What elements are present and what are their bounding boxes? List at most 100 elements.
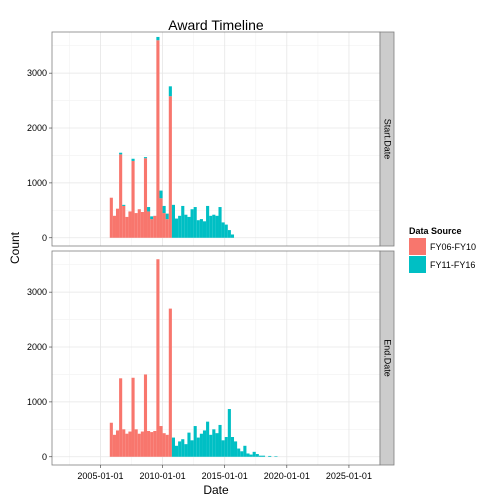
histogram-bar [237,448,241,457]
histogram-bar [165,219,169,238]
histogram-bar [156,259,160,457]
histogram-bar [181,439,185,457]
histogram-bar [215,215,219,238]
histogram-bar [162,213,166,238]
histogram-bar [125,216,129,238]
histogram-bar [184,214,188,238]
histogram-bar [109,422,113,457]
histogram-bar [178,441,182,457]
histogram-bar [209,434,213,457]
facet-strip-label: End.Date [383,339,393,377]
x-tick-label: 2015-01-01 [202,471,248,481]
facet-end-date: 0 1000 2000 3000 End.Date [27,250,395,466]
histogram-bar [115,208,120,238]
histogram-bar [255,454,259,457]
histogram-bar [190,440,194,457]
histogram-bar [184,444,188,457]
histogram-bar [258,455,262,457]
y-tick-label: 1000 [27,178,47,188]
histogram-bar [252,451,256,457]
histogram-bar [193,426,197,457]
legend-swatch [409,238,426,255]
y-tick-label: 2000 [27,342,47,352]
histogram-bar [159,190,163,199]
chart-title: Award Timeline [168,17,264,33]
legend-swatch [409,256,426,273]
histogram-bar [137,209,141,238]
histogram-bar [193,207,197,238]
histogram-bar [153,430,157,457]
facet-strip [379,250,395,466]
histogram-bar [168,86,172,97]
x-tick-label: 2020-01-01 [264,471,310,481]
histogram-bar [227,409,231,457]
histogram-bar [168,308,172,457]
histogram-bar [202,430,207,457]
histogram-bar [119,154,123,238]
histogram-bar [147,207,151,212]
panel-background [52,251,380,465]
histogram-bar [143,374,148,457]
histogram-bar [212,214,216,238]
histogram-bar [134,213,138,238]
histogram-bar [218,207,222,238]
histogram-bar [112,215,116,238]
histogram-bar [224,437,228,457]
histogram-bar [199,219,203,238]
legend-entries: FY06-FY10 FY11-FY16 [409,238,476,273]
legend-title: Data Source [409,226,462,236]
histogram-bar [171,204,175,238]
histogram-bar [131,377,135,457]
histogram-bar [274,456,278,457]
histogram-bar [131,160,135,238]
histogram-bar [261,455,266,457]
y-tick-label: 2000 [27,123,47,133]
histogram-bar [168,96,172,238]
x-axis-ticks: 2005-01-01 2010-01-01 2015-01-01 2020-01-01… [77,465,372,481]
histogram-bar [230,234,235,238]
histogram-bar [199,433,203,457]
histogram-bar [150,432,154,457]
y-tick-label: 0 [42,452,47,462]
histogram-bar [128,211,132,238]
histogram-bar [115,430,120,457]
y-axis-title: Count [8,231,22,264]
histogram-bar [171,437,175,457]
histogram-bar [243,445,247,457]
facet-panels: 0 1000 2000 3000 Start.Date 0 1000 2000 3000 End.… [27,31,395,466]
histogram-bar [119,152,123,155]
legend: Data Source FY06-FY10 FY11-FY16 [409,226,476,273]
histogram-bar [234,441,238,457]
histogram-bar [143,158,148,238]
histogram-bar [153,215,157,238]
histogram-bar [162,433,166,457]
histogram-bar [178,215,182,238]
histogram-bar [159,426,163,457]
facet-strip-label: Start.Date [383,119,393,160]
histogram-bar [230,437,235,457]
histogram-bar [122,204,126,206]
histogram-bar [119,378,123,457]
histogram-bar [218,424,222,457]
histogram-bar [147,430,151,457]
histogram-bar [224,224,228,238]
histogram-bar [181,205,185,238]
histogram-bar [221,222,225,238]
histogram-bar [190,209,194,238]
x-axis-title: Date [203,483,229,497]
histogram-bar [125,433,129,457]
histogram-bar [221,440,225,457]
histogram-bar [162,205,166,214]
histogram-bar [165,434,169,457]
y-tick-label: 3000 [27,68,47,78]
histogram-bar [128,431,132,457]
histogram-bar [246,453,250,457]
histogram-bar [156,40,160,238]
histogram-bar [112,434,116,457]
histogram-bar [175,218,179,238]
histogram-bar [187,216,191,238]
histogram-bar [202,221,207,238]
histogram-bar [215,433,219,457]
histogram-bar [150,216,154,220]
